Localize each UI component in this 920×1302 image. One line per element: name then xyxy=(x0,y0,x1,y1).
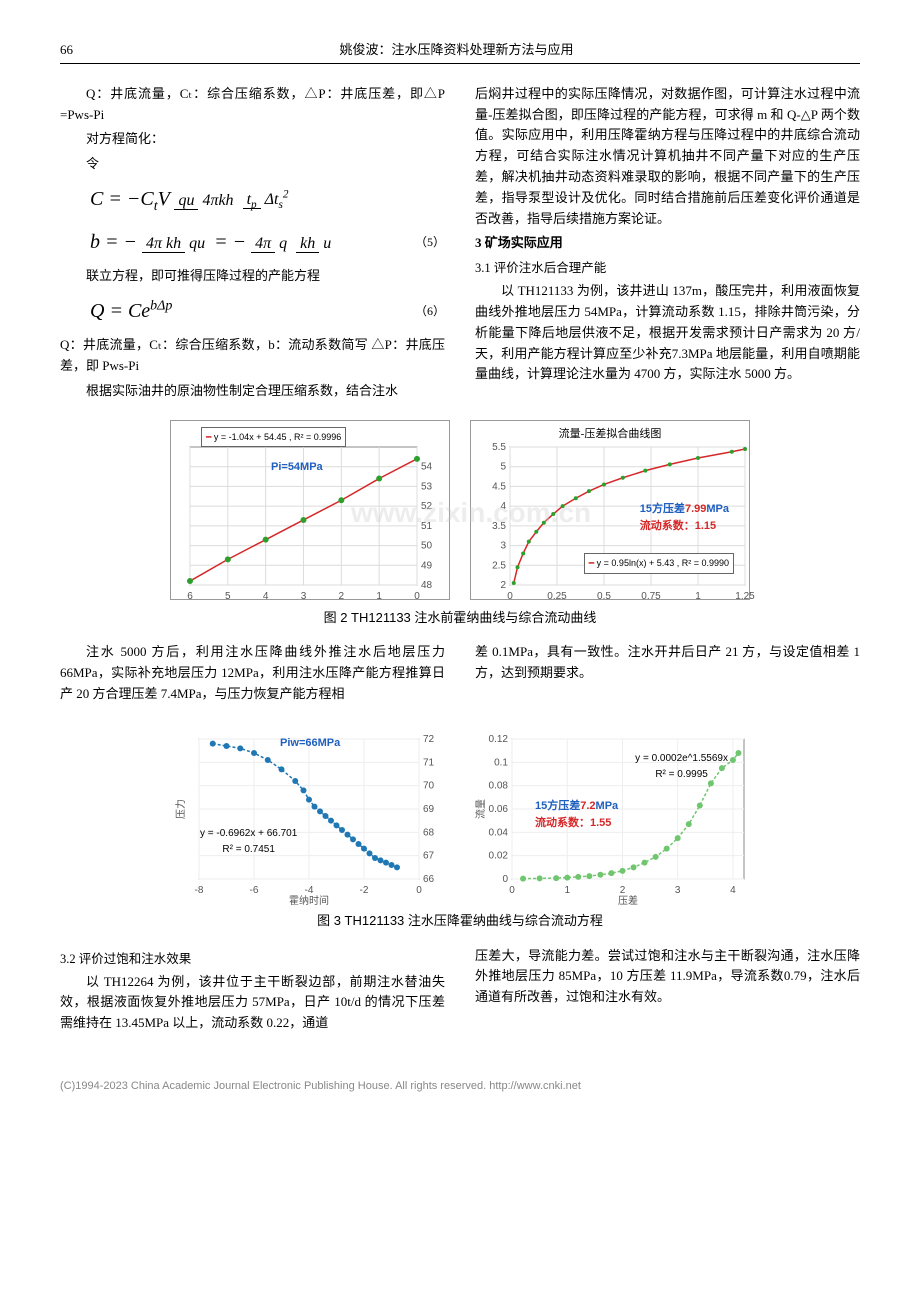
figure-2: 484950515253546543210━ y = -1.04x + 54.4… xyxy=(60,420,860,629)
svg-text:流量: 流量 xyxy=(474,799,487,819)
svg-text:-2: -2 xyxy=(360,885,369,896)
svg-text:2: 2 xyxy=(339,591,345,602)
bottom-columns: 3.2 评价过饱和注水效果 以 TH12264 为例，该井位于主干断裂边部，前期… xyxy=(60,946,860,1038)
svg-text:0: 0 xyxy=(509,885,515,896)
formula-b: b = − 4π khqu = − 4πq khu （5） xyxy=(90,226,445,258)
upper-columns: Q：井底流量，Cₜ：综合压缩系数，△P：井底压差，即△P =Pws-Pi 对方程… xyxy=(60,84,860,406)
svg-text:3.5: 3.5 xyxy=(492,520,506,531)
svg-text:3: 3 xyxy=(675,885,681,896)
svg-text:0.06: 0.06 xyxy=(489,804,509,815)
svg-text:68: 68 xyxy=(423,827,435,838)
svg-text:0: 0 xyxy=(414,591,420,602)
svg-text:压差: 压差 xyxy=(618,894,638,907)
svg-text:0.5: 0.5 xyxy=(597,591,611,602)
svg-text:2.5: 2.5 xyxy=(492,560,506,571)
svg-text:0.02: 0.02 xyxy=(489,850,509,861)
svg-text:0.1: 0.1 xyxy=(494,757,508,768)
section-3: 3 矿场实际应用 xyxy=(475,233,860,254)
svg-text:6: 6 xyxy=(187,591,193,602)
para: 对方程简化： xyxy=(60,129,445,150)
para: 压差大，导流能力差。尝试过饱和注水与主干断裂沟通，注水压降外推地层压力 85MP… xyxy=(475,946,860,1008)
mid-columns: 注水 5000 方后，利用注水压降曲线外推注水后地层压力 66MPa，实际补充地… xyxy=(60,642,860,708)
formula-c: C = −CtV qu4πkh tpΔts2 xyxy=(90,183,445,218)
svg-text:52: 52 xyxy=(421,501,433,512)
svg-text:0.12: 0.12 xyxy=(489,734,509,745)
para: Q：井底流量，Cₜ：综合压缩系数，△P：井底压差，即△P =Pws-Pi xyxy=(60,84,445,126)
para: 后焖井过程中的实际压降情况，对数据作图，可计算注水过程中流量-压差拟合图，即压降… xyxy=(475,84,860,230)
fig3-caption: 图 3 TH121133 注水压降霍纳曲线与综合流动方程 xyxy=(60,911,860,932)
section-3-2: 3.2 评价过饱和注水效果 xyxy=(60,949,445,969)
svg-text:0.04: 0.04 xyxy=(489,827,509,838)
para: 差 0.1MPa，具有一致性。注水开井后日产 21 方，与设定值相差 1 方，达… xyxy=(475,642,860,684)
svg-text:72: 72 xyxy=(423,734,435,745)
svg-text:1: 1 xyxy=(564,885,570,896)
svg-text:0.25: 0.25 xyxy=(547,591,567,602)
svg-text:66: 66 xyxy=(423,874,435,885)
svg-text:54: 54 xyxy=(421,461,433,472)
svg-text:0: 0 xyxy=(502,874,508,885)
svg-text:71: 71 xyxy=(423,757,435,768)
svg-text:0: 0 xyxy=(416,885,422,896)
fig2-caption: 图 2 TH121133 注水前霍纳曲线与综合流动曲线 xyxy=(60,608,860,629)
section-3-1: 3.1 评价注水后合理产能 xyxy=(475,258,860,278)
svg-text:-6: -6 xyxy=(250,885,259,896)
svg-text:48: 48 xyxy=(421,580,433,591)
page-header: 66 姚俊波：注水压降资料处理新方法与应用 xyxy=(60,40,860,64)
svg-text:霍纳时间: 霍纳时间 xyxy=(289,894,329,907)
para: 联立方程，即可推得压降过程的产能方程 xyxy=(60,266,445,287)
svg-text:2: 2 xyxy=(500,580,506,591)
fig3-chart-b: 00.020.040.060.080.10.1201234压差流量15方压差7.… xyxy=(470,723,750,903)
svg-text:-4: -4 xyxy=(305,885,314,896)
svg-text:4.5: 4.5 xyxy=(492,481,506,492)
svg-text:0.75: 0.75 xyxy=(641,591,661,602)
svg-text:4: 4 xyxy=(730,885,736,896)
fig2-chart-b: 22.533.544.555.500.250.50.7511.25流量-压差拟合… xyxy=(470,420,750,600)
col-left: Q：井底流量，Cₜ：综合压缩系数，△P：井底压差，即△P =Pws-Pi 对方程… xyxy=(60,84,445,406)
svg-text:3: 3 xyxy=(500,540,506,551)
svg-text:5: 5 xyxy=(500,461,506,472)
para: 令 xyxy=(60,154,445,175)
svg-text:53: 53 xyxy=(421,481,433,492)
para: 以 TH12264 为例，该井位于主干断裂边部，前期注水替油失效，根据液面恢复外… xyxy=(60,972,445,1034)
fig2-chart-a: 484950515253546543210━ y = -1.04x + 54.4… xyxy=(170,420,450,600)
fig3-chart-a: 66676869707172-8-6-4-20霍纳时间压力Piw=66MPay … xyxy=(170,723,450,903)
svg-text:1: 1 xyxy=(695,591,701,602)
svg-text:67: 67 xyxy=(423,850,435,861)
col-right: 后焖井过程中的实际压降情况，对数据作图，可计算注水过程中流量-压差拟合图，即压降… xyxy=(475,84,860,406)
svg-text:2: 2 xyxy=(620,885,626,896)
figure-3: 66676869707172-8-6-4-20霍纳时间压力Piw=66MPay … xyxy=(60,723,860,932)
page-title: 姚俊波：注水压降资料处理新方法与应用 xyxy=(339,40,573,61)
para: Q：井底流量，Cₜ：综合压缩系数，b：流动系数简写 △P：井底压差，即 Pws-… xyxy=(60,335,445,377)
svg-text:5.5: 5.5 xyxy=(492,442,506,453)
svg-text:51: 51 xyxy=(421,520,433,531)
para: 根据实际油井的原油物性制定合理压缩系数，结合注水 xyxy=(60,381,445,402)
svg-text:压力: 压力 xyxy=(174,799,187,819)
svg-text:0: 0 xyxy=(507,591,513,602)
formula-q: Q = CebΔp （6） xyxy=(90,295,445,327)
svg-text:-8: -8 xyxy=(195,885,204,896)
svg-text:4: 4 xyxy=(263,591,269,602)
svg-text:50: 50 xyxy=(421,540,433,551)
para: 注水 5000 方后，利用注水压降曲线外推注水后地层压力 66MPa，实际补充地… xyxy=(60,642,445,704)
footer: (C)1994-2023 China Academic Journal Elec… xyxy=(60,1078,860,1096)
page-number: 66 xyxy=(60,40,73,61)
svg-text:0.08: 0.08 xyxy=(489,780,509,791)
para: 以 TH121133 为例，该井进山 137m，酸压完井，利用液面恢复曲线外推地… xyxy=(475,281,860,385)
svg-text:70: 70 xyxy=(423,780,435,791)
svg-text:69: 69 xyxy=(423,804,435,815)
svg-text:49: 49 xyxy=(421,560,433,571)
svg-text:1: 1 xyxy=(376,591,382,602)
svg-text:5: 5 xyxy=(225,591,231,602)
svg-text:3: 3 xyxy=(301,591,307,602)
svg-text:4: 4 xyxy=(500,501,506,512)
svg-text:1.25: 1.25 xyxy=(735,591,755,602)
